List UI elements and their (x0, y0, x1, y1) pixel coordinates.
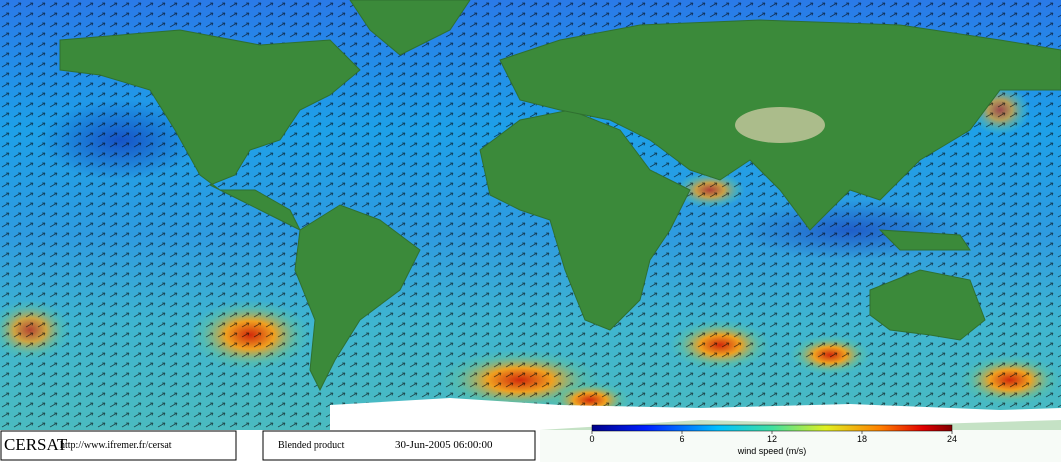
tick-label: 12 (767, 434, 777, 444)
tick-label: 24 (947, 434, 957, 444)
colorbar-label: wind speed (m/s) (737, 446, 807, 456)
product-box (262, 430, 536, 461)
product: Blended product (278, 440, 345, 451)
plateau (735, 107, 825, 143)
logo-box (0, 430, 237, 461)
tick-label: 6 (679, 434, 684, 444)
logo: CERSAT (4, 435, 68, 454)
tick-label: 18 (857, 434, 867, 444)
colorbar: 0 6 12 18 24 wind speed (m/s) (589, 424, 957, 456)
colorbar-scale (591, 424, 953, 432)
tick-label: 0 (589, 434, 594, 444)
antarctica (330, 398, 1061, 430)
url: http://www.ifremer.fr/cersat (60, 440, 172, 451)
date: 30-Jun-2005 06:00:00 (395, 439, 493, 451)
